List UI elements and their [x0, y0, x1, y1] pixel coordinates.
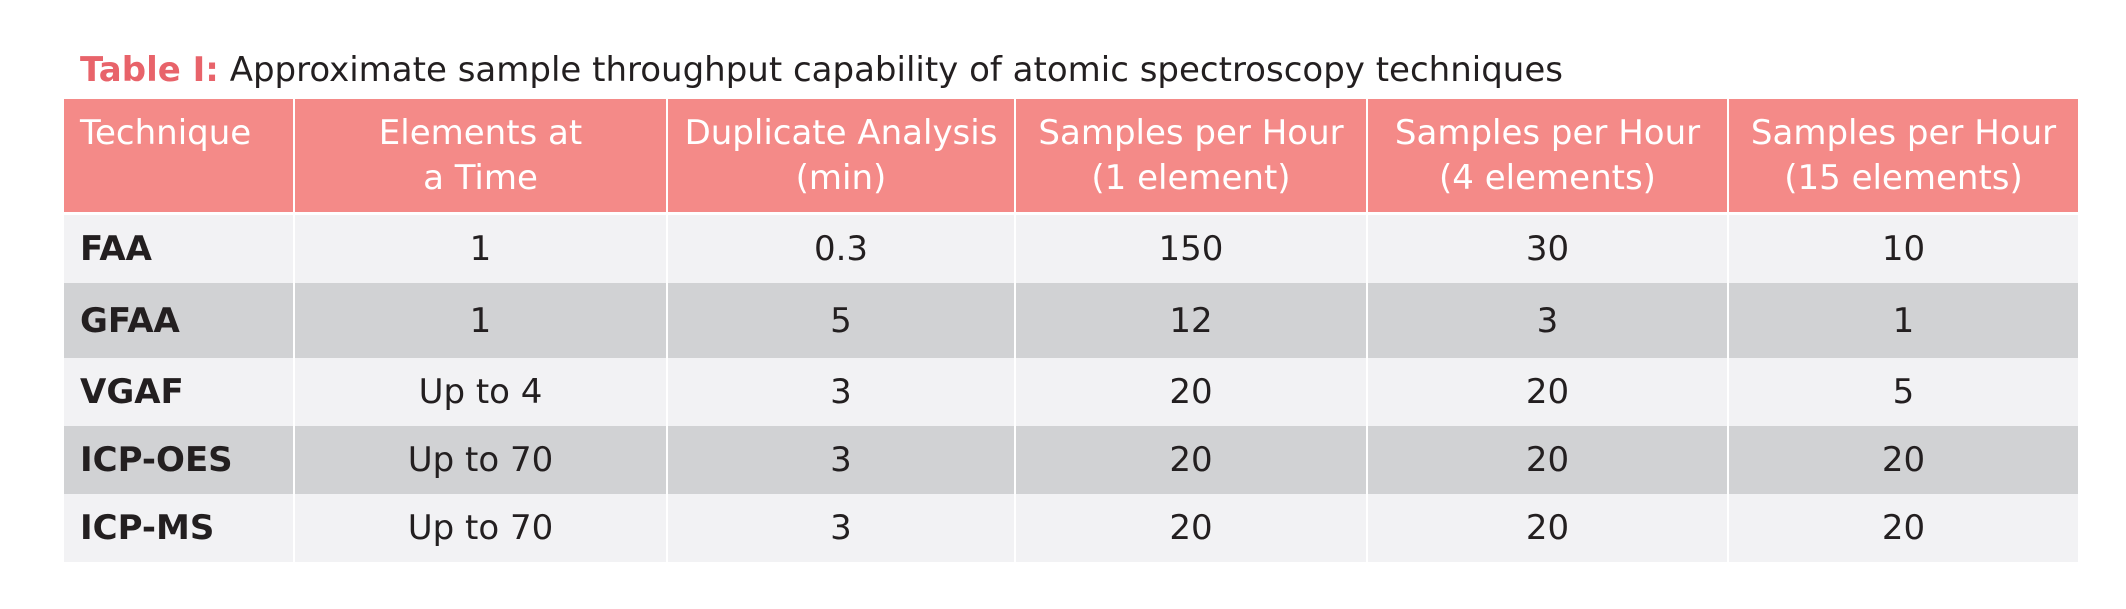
cell-sph-15: 20 [1727, 494, 2078, 562]
cell-sph-1: 20 [1014, 358, 1367, 426]
header-samples-15-elements: Samples per Hour (15 elements) [1727, 99, 2078, 215]
table-row: FAA 1 0.3 150 30 10 [64, 213, 2078, 283]
cell-elements: 1 [293, 283, 667, 358]
cell-sph-4: 30 [1366, 213, 1728, 283]
cell-sph-1: 150 [1014, 213, 1367, 283]
cell-sph-4: 20 [1366, 426, 1728, 494]
cell-duplicate: 3 [666, 358, 1015, 426]
cell-duplicate: 0.3 [666, 213, 1015, 283]
header-samples-1-element: Samples per Hour (1 element) [1014, 99, 1367, 215]
cell-sph-1: 20 [1014, 426, 1367, 494]
cell-sph-15: 20 [1727, 426, 2078, 494]
cell-technique: FAA [64, 213, 294, 283]
cell-duplicate: 3 [666, 494, 1015, 562]
table-row: ICP-MS Up to 70 3 20 20 20 [64, 494, 2078, 562]
header-elements-at-a-time: Elements at a Time [293, 99, 667, 215]
cell-sph-4: 20 [1366, 494, 1728, 562]
header-duplicate-analysis: Duplicate Analysis (min) [666, 99, 1015, 215]
table-row: ICP-OES Up to 70 3 20 20 20 [64, 426, 2078, 494]
cell-duplicate: 3 [666, 426, 1015, 494]
cell-sph-1: 12 [1014, 283, 1367, 358]
cell-sph-15: 10 [1727, 213, 2078, 283]
cell-elements: 1 [293, 213, 667, 283]
caption-label: Table I: [80, 50, 219, 90]
caption-text: Approximate sample throughput capability… [218, 50, 1563, 90]
cell-technique: ICP-OES [64, 426, 294, 494]
cell-sph-4: 3 [1366, 283, 1728, 358]
cell-technique: VGAF [64, 358, 294, 426]
cell-sph-15: 5 [1727, 358, 2078, 426]
table-row: GFAA 1 5 12 3 1 [64, 283, 2078, 358]
header-samples-4-elements: Samples per Hour (4 elements) [1366, 99, 1728, 215]
cell-technique: ICP-MS [64, 494, 294, 562]
cell-sph-1: 20 [1014, 494, 1367, 562]
table-header-row: Technique Elements at a Time Duplicate An… [64, 99, 2078, 215]
cell-sph-15: 1 [1727, 283, 2078, 358]
table-caption: Table I: Approximate sample throughput c… [80, 46, 1563, 94]
cell-elements: Up to 4 [293, 358, 667, 426]
cell-duplicate: 5 [666, 283, 1015, 358]
header-technique: Technique [64, 99, 294, 215]
table-row: VGAF Up to 4 3 20 20 5 [64, 358, 2078, 426]
cell-sph-4: 20 [1366, 358, 1728, 426]
cell-elements: Up to 70 [293, 494, 667, 562]
cell-technique: GFAA [64, 283, 294, 358]
throughput-table: Technique Elements at a Time Duplicate An… [64, 99, 2078, 562]
cell-elements: Up to 70 [293, 426, 667, 494]
